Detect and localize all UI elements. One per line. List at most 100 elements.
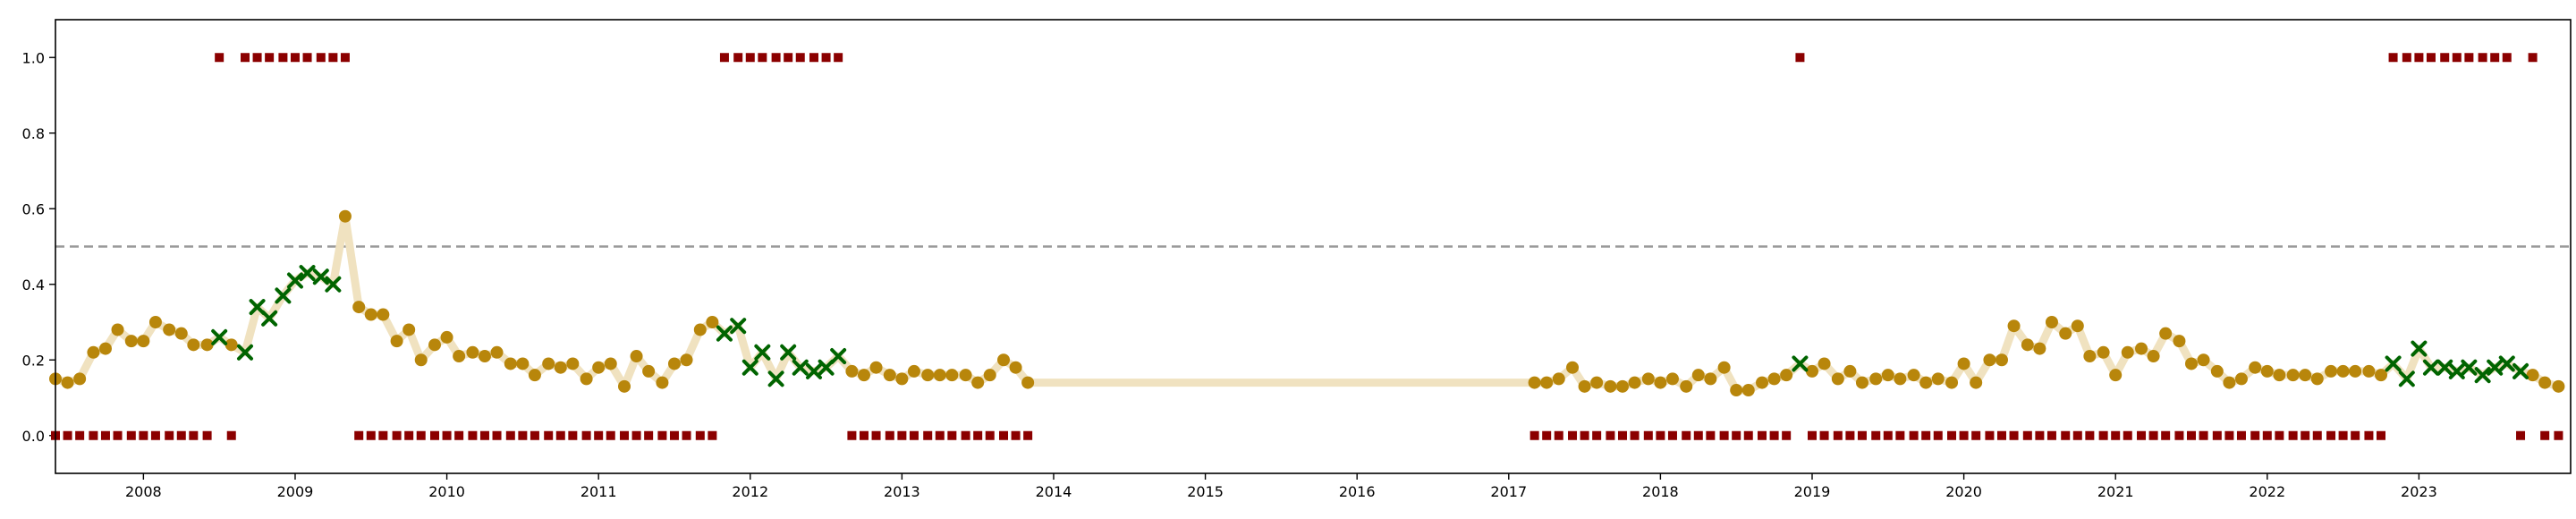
square-marker <box>923 430 933 440</box>
cross-marker <box>312 268 329 285</box>
square-marker <box>392 430 402 440</box>
square-marker <box>2528 53 2538 63</box>
circle-marker <box>1604 379 1617 393</box>
square-marker <box>1023 430 1033 440</box>
square-marker <box>265 53 275 63</box>
circle-marker <box>2033 342 2046 355</box>
circle-marker <box>2325 364 2338 378</box>
circle-marker <box>580 372 593 386</box>
circle-marker <box>2007 319 2021 333</box>
circle-marker <box>2071 319 2084 333</box>
square-marker <box>354 430 364 440</box>
square-marker <box>2224 430 2234 440</box>
circle-marker <box>1615 379 1629 393</box>
circle-marker <box>2045 316 2058 328</box>
square-marker <box>1871 430 1881 440</box>
circle-marker <box>187 338 200 352</box>
cross-marker <box>818 359 835 376</box>
square-marker <box>1568 430 1578 440</box>
square-marker <box>2236 430 2246 440</box>
circle-marker <box>1628 376 1641 389</box>
square-marker <box>2275 430 2284 440</box>
circle-marker <box>1881 369 1894 382</box>
square-marker <box>2414 53 2424 63</box>
circle-marker <box>983 369 996 382</box>
trend-line-layer <box>51 212 2563 395</box>
square-marker <box>2326 430 2336 440</box>
square-marker <box>340 53 350 63</box>
circle-marker <box>2173 335 2186 348</box>
cross-marker <box>286 272 303 289</box>
square-marker <box>241 53 250 63</box>
square-marker <box>784 53 793 63</box>
x-tick-label: 2012 <box>732 483 768 500</box>
circle-marker <box>1665 372 1679 386</box>
circle-marker <box>163 323 176 336</box>
square-marker <box>202 430 212 440</box>
square-marker <box>1985 430 1995 440</box>
circle-marker <box>1704 372 1717 386</box>
circle-marker <box>98 342 112 355</box>
circle-marker <box>895 372 909 386</box>
square-marker <box>2301 430 2310 440</box>
circle-marker <box>1767 372 1781 386</box>
cross-marker-layer <box>211 265 2529 387</box>
square-marker <box>821 53 831 63</box>
circle-marker <box>2273 369 2286 382</box>
circle-marker <box>1907 369 1920 382</box>
cross-marker <box>2422 359 2439 376</box>
circle-marker <box>604 357 617 370</box>
cross-marker <box>2448 362 2465 379</box>
square-marker <box>2148 430 2158 440</box>
square-marker <box>113 430 123 440</box>
x-tick-label: 2010 <box>428 483 465 500</box>
circle-marker <box>706 316 719 328</box>
square-marker <box>631 430 641 440</box>
x-tick-label: 2019 <box>1794 483 1831 500</box>
square-marker <box>165 430 174 440</box>
circle-marker <box>618 379 631 393</box>
cross-marker <box>741 359 758 376</box>
square-marker <box>2440 53 2450 63</box>
square-marker <box>961 430 970 440</box>
square-marker <box>100 430 110 440</box>
square-marker <box>1845 430 1855 440</box>
square-marker <box>733 53 743 63</box>
square-marker <box>745 53 755 63</box>
square-marker <box>594 430 604 440</box>
cross-marker <box>2411 340 2428 357</box>
cross-marker <box>237 344 254 361</box>
cross-marker <box>2512 362 2529 379</box>
circle-marker <box>2362 364 2376 378</box>
circle-marker <box>1919 376 1933 389</box>
square-marker <box>2186 430 2196 440</box>
circle-marker <box>2197 353 2210 367</box>
circle-marker <box>2336 364 2350 378</box>
circle-marker <box>566 357 580 370</box>
circle-marker <box>2299 369 2312 382</box>
cross-marker <box>2474 367 2491 384</box>
cross-marker <box>2398 370 2415 387</box>
y-tick-label: 0.0 <box>22 428 45 445</box>
circle-marker <box>1680 379 1693 393</box>
x-tick-label: 2022 <box>2249 483 2285 500</box>
square-marker <box>1656 430 1665 440</box>
circle-marker <box>1805 364 1818 378</box>
circle-marker <box>516 357 530 370</box>
circle-marker <box>1717 361 1731 374</box>
square-marker <box>682 430 691 440</box>
x-tick-label: 2018 <box>1642 483 1679 500</box>
circle-marker <box>1566 361 1580 374</box>
circle-marker <box>1654 376 1667 389</box>
x-tick-label: 2009 <box>277 483 314 500</box>
circle-marker <box>87 345 100 359</box>
square-marker <box>695 430 705 440</box>
square-marker <box>2426 53 2436 63</box>
square-marker <box>468 430 478 440</box>
circle-marker <box>2310 372 2324 386</box>
circle-marker <box>2374 369 2387 382</box>
square-marker <box>1782 430 1792 440</box>
x-tick-label: 2013 <box>884 483 920 500</box>
x-tick-label: 2011 <box>580 483 617 500</box>
